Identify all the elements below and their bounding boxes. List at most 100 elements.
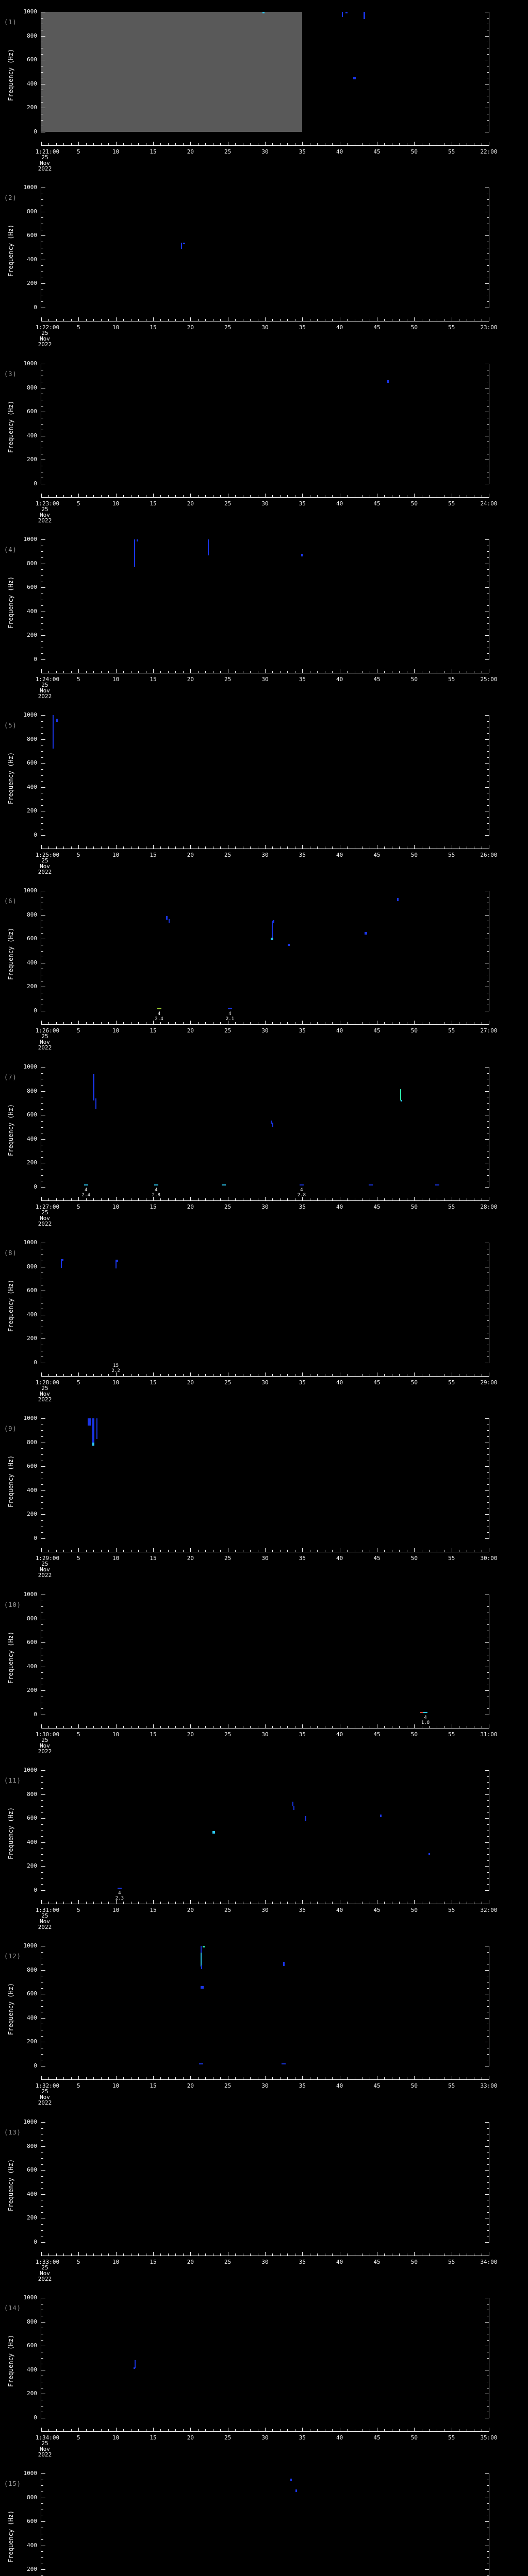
- y-tick: [487, 1878, 489, 1879]
- x-tick: [168, 2253, 169, 2256]
- event-marker-dash: [117, 1887, 122, 1889]
- x-tick: [86, 1198, 87, 1200]
- spectrogram-panel: (13) Frequency (Hz) 0 200 400 600 800 1000 5 10 15…: [0, 2110, 528, 2286]
- y-tick: [487, 1121, 489, 1122]
- x-tick-label: 25: [224, 2082, 232, 2090]
- x-tick-label: 25: [224, 1379, 232, 1386]
- y-tick: [487, 1872, 489, 1873]
- x-tick: [63, 2253, 64, 2256]
- y-tick: [41, 235, 45, 236]
- date-label: 2022: [38, 1220, 52, 1227]
- y-tick-label: 1000: [23, 1766, 38, 1773]
- date-label: 25: [41, 857, 48, 865]
- x-tick: [153, 1548, 154, 1552]
- x-tick: [429, 2253, 430, 2256]
- x-tick: [205, 1374, 206, 1377]
- x-tick: [56, 1725, 57, 1728]
- x-tick: [414, 1021, 415, 1025]
- y-tick-label: 0: [34, 1886, 37, 1893]
- x-tick-label: 5: [77, 852, 80, 859]
- x-tick: [71, 143, 72, 145]
- x-tick: [101, 1901, 102, 1904]
- y-tick: [487, 551, 489, 552]
- y-tick-label: 600: [27, 759, 37, 767]
- spectral-feature: [295, 2489, 298, 2492]
- x-tick: [250, 1725, 251, 1728]
- x-tick: [265, 669, 266, 673]
- y-tick-label: 1000: [23, 887, 38, 894]
- x-tick: [265, 2076, 266, 2080]
- x-tick: [265, 317, 266, 321]
- x-tick: [399, 1550, 400, 1552]
- x-tick: [347, 1725, 348, 1728]
- spectral-feature: [272, 921, 273, 940]
- y-tick: [41, 1770, 45, 1771]
- y-tick: [487, 1800, 489, 1801]
- x-tick: [48, 1374, 49, 1377]
- spectrogram-panel: (14) Frequency (Hz) 0 200 400 600 800 1000 5 10 15…: [0, 2286, 528, 2462]
- y-tick-label: 600: [27, 2518, 37, 2525]
- x-tick: [71, 2077, 72, 2080]
- y-tick: [41, 2036, 43, 2037]
- x-tick: [287, 2253, 288, 2256]
- y-tick-label: 600: [27, 1638, 37, 1646]
- y-tick: [41, 1842, 45, 1843]
- x-tick-label: 45: [373, 1203, 381, 1210]
- y-tick-label: 600: [27, 583, 37, 590]
- y-tick: [485, 715, 489, 716]
- x-tick: [220, 495, 221, 497]
- spectral-feature: [428, 1853, 430, 1856]
- x-tick-label: 55: [448, 675, 455, 683]
- x-tick: [93, 2253, 94, 2256]
- x-tick: [56, 1198, 57, 1200]
- x-tick: [63, 2429, 64, 2431]
- start-time-label: 1:26:00: [35, 1027, 60, 1035]
- date-label: 25: [41, 2088, 48, 2095]
- x-tick-label: 35: [299, 1203, 306, 1210]
- y-tick: [41, 2212, 43, 2213]
- x-tick: [399, 1198, 400, 1200]
- x-tick-label: 30: [261, 852, 269, 859]
- x-tick: [48, 846, 49, 849]
- x-tick: [235, 495, 236, 497]
- x-tick-label: 20: [187, 1203, 194, 1210]
- x-tick: [101, 670, 102, 673]
- x-tick: [160, 1550, 161, 1552]
- y-tick: [485, 915, 489, 916]
- y-tick: [41, 1121, 43, 1122]
- y-tick: [41, 301, 43, 302]
- y-tick: [41, 2170, 45, 2171]
- event-marker-dash: [157, 1008, 161, 1010]
- y-tick-label: 600: [27, 1287, 37, 1294]
- x-tick: [235, 1374, 236, 1377]
- date-label: Nov: [40, 1918, 50, 1925]
- x-tick: [384, 2253, 385, 2256]
- x-tick: [93, 1198, 94, 1200]
- x-tick: [250, 2253, 251, 2256]
- x-tick: [384, 1022, 385, 1025]
- x-tick-label: 55: [448, 1906, 455, 1913]
- y-tick: [487, 1672, 489, 1673]
- x-tick: [48, 1901, 49, 1904]
- x-tick: [41, 669, 42, 673]
- spectral-feature: [116, 1259, 118, 1262]
- x-tick-label: 30: [261, 2082, 269, 2090]
- x-tick: [78, 317, 79, 321]
- x-tick-label: 40: [336, 675, 343, 683]
- x-tick: [175, 495, 176, 497]
- y-tick: [41, 1320, 43, 1321]
- x-tick: [302, 669, 303, 673]
- y-tick: [41, 423, 43, 425]
- x-tick-label: 10: [112, 852, 120, 859]
- spectrogram-panel: (7) Frequency (Hz) 0 200 400 600 800 1000 5 10 15 2…: [0, 1055, 528, 1231]
- x-tick: [198, 1022, 199, 1025]
- x-tick: [86, 495, 87, 497]
- x-tick: [287, 1725, 288, 1728]
- y-tick-label: 0: [34, 1183, 37, 1190]
- x-tick: [78, 2427, 79, 2431]
- x-tick: [235, 2429, 236, 2431]
- y-tick-label: 800: [27, 1790, 37, 1798]
- x-tick: [287, 2077, 288, 2080]
- x-tick: [108, 1550, 109, 1552]
- x-tick: [332, 2253, 333, 2256]
